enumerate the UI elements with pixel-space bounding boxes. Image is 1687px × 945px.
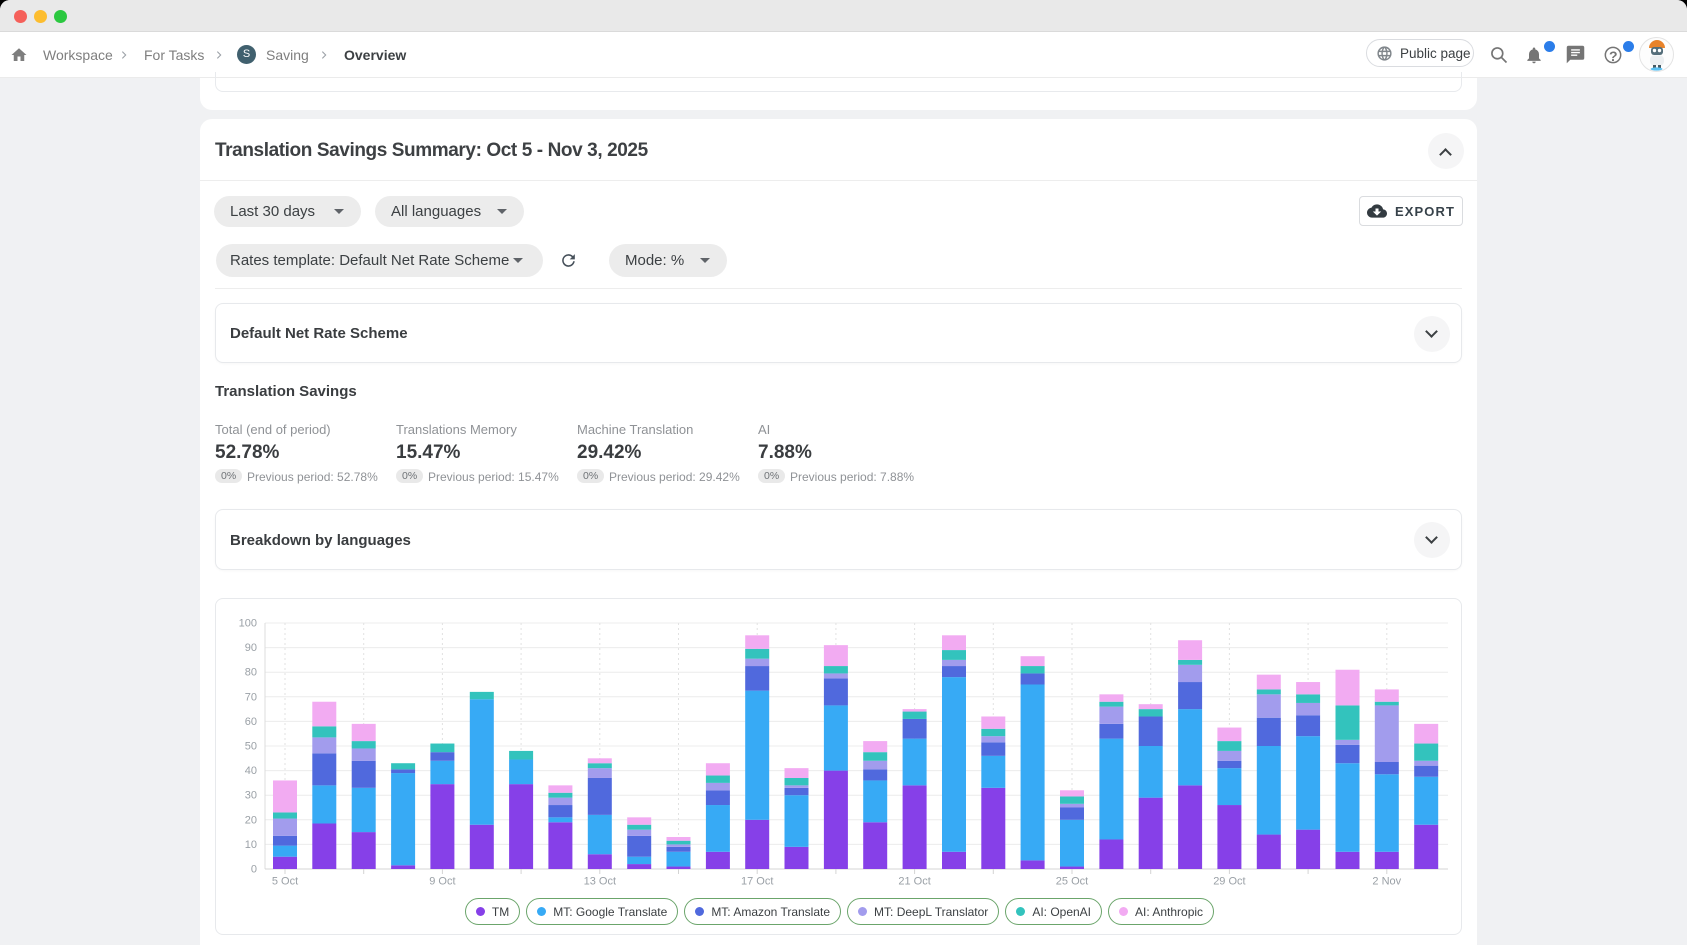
- svg-text:40: 40: [245, 765, 257, 777]
- svg-text:70: 70: [245, 691, 257, 703]
- svg-text:0: 0: [251, 864, 257, 876]
- svg-text:17 Oct: 17 Oct: [741, 876, 773, 888]
- svg-text:25 Oct: 25 Oct: [1056, 876, 1088, 888]
- svg-text:10: 10: [245, 839, 257, 851]
- svg-text:50: 50: [245, 741, 257, 753]
- svg-text:5 Oct: 5 Oct: [272, 876, 298, 888]
- svg-text:13 Oct: 13 Oct: [584, 876, 616, 888]
- svg-text:80: 80: [245, 667, 257, 679]
- svg-text:21 Oct: 21 Oct: [898, 876, 930, 888]
- svg-text:9 Oct: 9 Oct: [429, 876, 455, 888]
- svg-text:90: 90: [245, 642, 257, 654]
- svg-text:30: 30: [245, 790, 257, 802]
- svg-text:20: 20: [245, 814, 257, 826]
- svg-text:2 Nov: 2 Nov: [1372, 876, 1401, 888]
- svg-text:29 Oct: 29 Oct: [1213, 876, 1245, 888]
- svg-text:60: 60: [245, 716, 257, 728]
- svg-text:100: 100: [239, 618, 257, 630]
